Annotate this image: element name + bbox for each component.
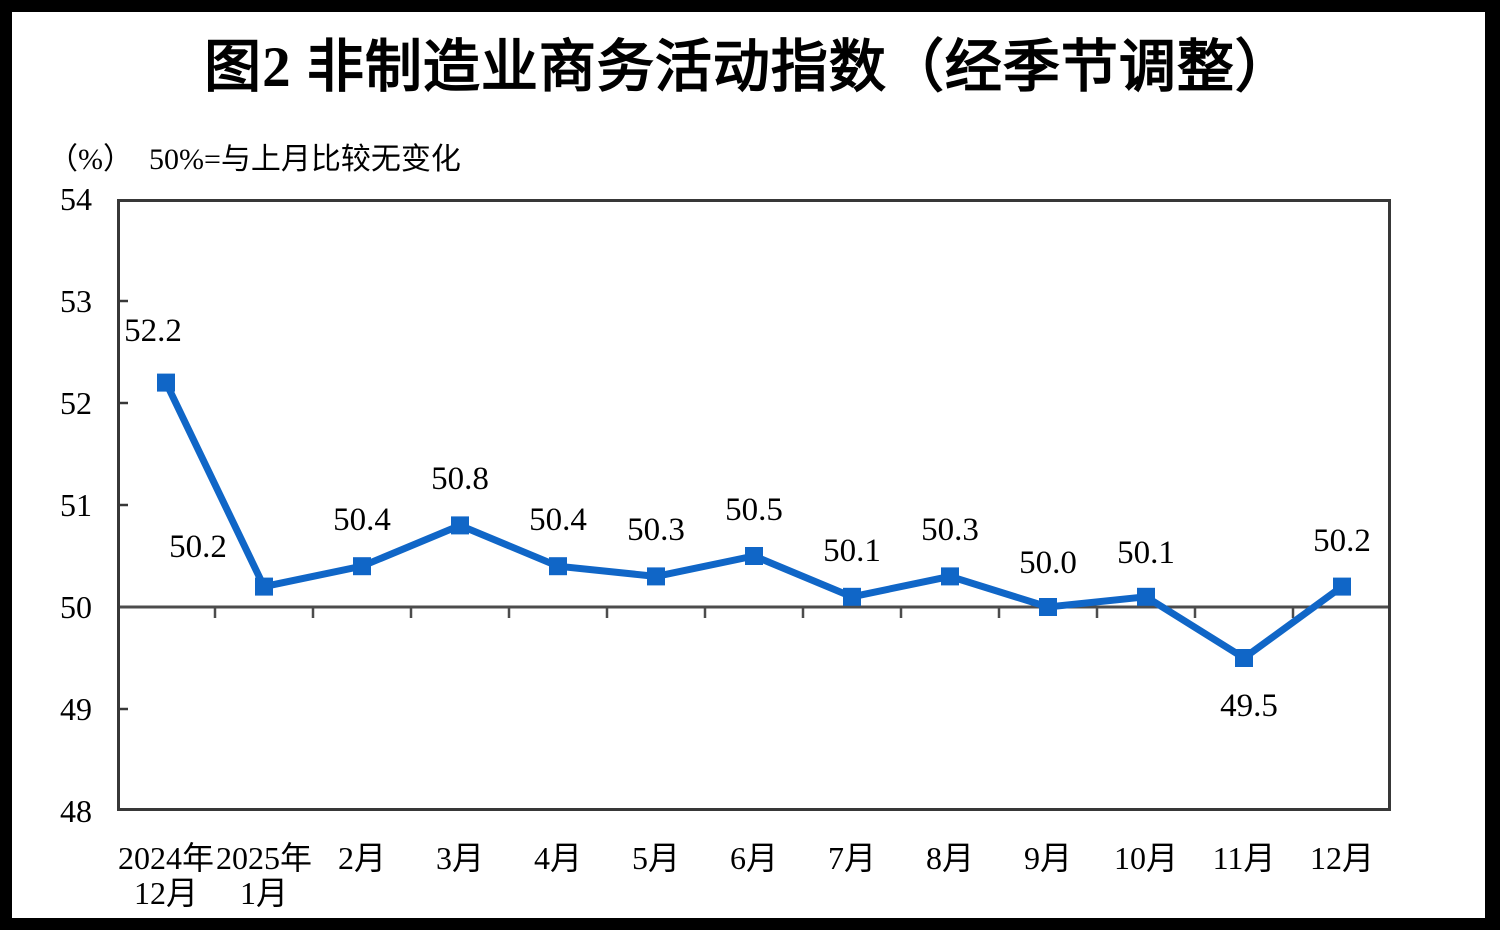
y-axis-tick-label: 49 <box>60 691 92 727</box>
data-point-marker <box>941 567 959 586</box>
data-point-label: 50.1 <box>1117 534 1175 571</box>
x-axis-tick-label: 2月 <box>337 840 387 876</box>
data-point-label: 50.0 <box>1019 545 1077 581</box>
y-axis-unit-label: （%） <box>48 143 133 176</box>
x-axis-tick-label: 2025年 1月 <box>215 840 313 911</box>
data-point-label: 50.5 <box>725 492 783 528</box>
data-point-marker <box>255 577 273 596</box>
x-axis-tick-label: 5月 <box>631 840 681 876</box>
data-point-marker <box>451 516 469 535</box>
x-axis-tick-label: 2024年 12月 <box>117 840 215 911</box>
data-point-label: 52.2 <box>124 312 182 349</box>
y-axis-tick-label: 51 <box>60 487 92 523</box>
plot-border <box>117 199 1391 811</box>
y-axis-tick-label: 53 <box>60 283 92 319</box>
data-point-marker <box>1235 649 1253 667</box>
data-point-marker <box>843 587 861 606</box>
x-axis-tick-label: 9月 <box>1023 840 1073 876</box>
data-point-marker <box>353 557 371 576</box>
data-point-marker <box>745 547 763 565</box>
data-point-marker <box>1039 598 1057 616</box>
baseline-note: 50%=与上月比较无变化 <box>149 143 461 176</box>
x-axis-tick-label: 4月 <box>533 840 583 876</box>
x-axis-tick-label: 6月 <box>729 840 779 876</box>
data-point-marker <box>1333 577 1351 596</box>
figure-canvas: 图2 非制造业商务活动指数（经季节调整） （%） 50%=与上月比较无变化 48 4… <box>12 12 1485 918</box>
x-axis-tick-label: 8月 <box>925 840 975 876</box>
y-axis-tick-label: 54 <box>60 181 92 217</box>
data-point-label: 50.1 <box>823 532 881 569</box>
data-point-label: 50.4 <box>529 502 587 539</box>
data-point-marker <box>647 567 665 586</box>
data-point-label: 49.5 <box>1220 688 1278 724</box>
x-axis-tick-label: 10月 <box>1113 840 1179 876</box>
data-point-label: 50.3 <box>921 512 979 549</box>
x-axis-tick-label: 7月 <box>827 840 877 876</box>
y-axis-tick-label: 50 <box>60 589 92 625</box>
x-axis-tick-label: 12月 <box>1309 840 1375 876</box>
data-point-label: 50.2 <box>1313 522 1371 559</box>
data-point-label: 50.3 <box>627 512 685 549</box>
axis-note: （%） 50%=与上月比较无变化 <box>48 134 461 178</box>
data-point-marker <box>157 373 175 392</box>
data-point-label: 50.4 <box>333 502 391 539</box>
chart-title: 图2 非制造业商务活动指数（经季节调整） <box>204 36 1293 99</box>
x-axis-tick-label: 11月 <box>1212 840 1276 876</box>
x-axis-tick-label: 3月 <box>435 840 485 876</box>
data-point-label: 50.2 <box>169 528 227 565</box>
data-point-label: 50.8 <box>431 461 489 498</box>
data-point-marker <box>1137 587 1155 606</box>
data-point-marker <box>549 557 567 576</box>
plot-area <box>117 199 1391 811</box>
y-axis-tick-label: 52 <box>60 385 92 421</box>
y-axis-tick-label: 48 <box>60 793 92 829</box>
chart-svg <box>117 199 1391 811</box>
